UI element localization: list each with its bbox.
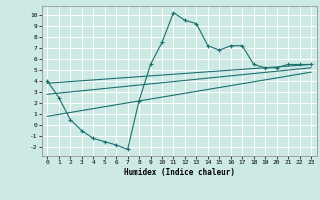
X-axis label: Humidex (Indice chaleur): Humidex (Indice chaleur) [124, 168, 235, 177]
